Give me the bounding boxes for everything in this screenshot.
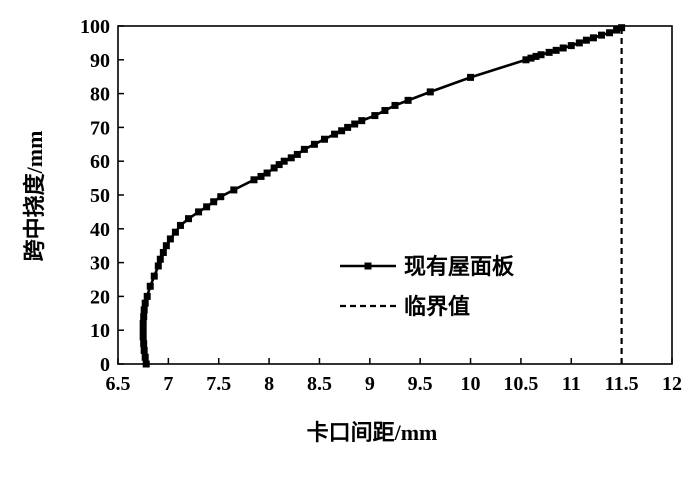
y-tick-label: 90 (90, 50, 110, 72)
x-tick-label: 8.5 (307, 373, 332, 395)
data-point-marker (150, 272, 158, 280)
y-tick-label: 40 (90, 219, 110, 241)
x-tick-label: 11 (562, 373, 581, 395)
data-point-marker (331, 130, 339, 138)
data-point-marker (293, 150, 301, 158)
data-point-marker (589, 34, 597, 42)
data-point-marker (257, 172, 265, 180)
legend-label: 现有屋面板 (404, 254, 515, 279)
data-point-marker (195, 208, 203, 216)
data-point-marker (203, 203, 211, 211)
data-point-marker (210, 198, 218, 206)
x-tick-label: 6.5 (106, 373, 131, 395)
y-tick-label: 100 (80, 16, 110, 38)
data-point-marker (139, 319, 147, 327)
roof-panel-line (141, 26, 623, 365)
data-point-marker (606, 29, 614, 37)
y-tick-label: 0 (100, 354, 110, 376)
data-point-marker (230, 186, 238, 194)
data-point-marker (159, 248, 167, 256)
data-point-marker (381, 107, 389, 114)
x-tick-label: 7.5 (206, 373, 231, 395)
data-point-marker (140, 340, 148, 348)
data-point-marker (300, 145, 308, 153)
data-point-marker (166, 235, 174, 243)
x-tick-label: 8 (264, 373, 274, 395)
data-point-marker (171, 228, 179, 236)
data-point-marker (618, 24, 626, 32)
data-point-marker (552, 46, 560, 54)
data-point-marker (280, 157, 288, 165)
y-tick-label: 30 (90, 253, 110, 275)
data-point-marker (320, 135, 328, 143)
data-point-marker (344, 123, 352, 131)
y-tick-label: 50 (90, 185, 110, 207)
legend-label: 临界值 (404, 294, 470, 319)
data-point-marker (567, 42, 575, 50)
data-point-marker (351, 120, 359, 128)
data-point-marker (275, 161, 283, 169)
x-tick-label: 11.5 (605, 373, 639, 395)
data-point-marker (371, 112, 379, 120)
x-tick-label: 12 (662, 373, 682, 395)
data-point-marker (162, 242, 170, 250)
data-point-marker (217, 193, 225, 201)
data-point-marker (156, 255, 164, 263)
data-point-marker (143, 292, 151, 300)
data-point-marker (545, 48, 553, 56)
data-point-marker (391, 101, 399, 109)
data-point-marker (185, 215, 193, 223)
data-point-marker (527, 54, 535, 62)
y-tick-label: 10 (90, 320, 110, 342)
x-axis-title: 卡口间距/mm (307, 420, 438, 445)
y-tick-label: 20 (90, 286, 110, 308)
data-point-marker (140, 346, 148, 354)
x-tick-label: 10.5 (503, 373, 538, 395)
data-point-marker (146, 282, 154, 290)
data-point-marker (141, 299, 149, 307)
axes (117, 25, 673, 365)
data-point-marker (139, 333, 147, 341)
data-point-marker (263, 169, 271, 177)
data-point-marker (559, 44, 567, 52)
y-tick-label: 60 (90, 151, 110, 173)
x-tick-label: 10 (461, 373, 481, 395)
data-point-marker (310, 140, 318, 148)
data-point-marker (287, 154, 295, 162)
data-point-marker (140, 313, 148, 321)
data-point-marker (537, 51, 545, 59)
data-point-marker (404, 96, 412, 104)
data-point-marker (176, 221, 184, 229)
data-point-marker (582, 36, 590, 44)
data-point-marker (597, 31, 605, 39)
data-point-marker (142, 360, 150, 368)
series-layer (139, 24, 626, 368)
x-tick-label: 7 (163, 373, 173, 395)
y-axis-title: 跨中挠度/mm (22, 131, 47, 262)
data-point-marker (141, 353, 149, 361)
data-point-marker (140, 306, 148, 314)
data-point-marker (467, 73, 475, 81)
x-tick-label: 9 (365, 373, 375, 395)
data-point-marker (154, 262, 162, 270)
data-point-marker (575, 39, 583, 47)
data-point-marker (426, 88, 434, 96)
data-point-marker (358, 117, 366, 125)
data-point-marker (139, 326, 147, 334)
data-point-marker (532, 52, 540, 60)
tick-marks: 6.5 7 7.5 8 8.5 9 9.5 10 10.5 11 11.5 12 0 10 20 30 40 50… (80, 16, 682, 395)
data-point-marker (613, 26, 621, 34)
data-point-marker (522, 56, 530, 64)
data-point-marker (338, 127, 346, 135)
plot-frame (117, 25, 673, 365)
data-point-marker (270, 164, 278, 172)
y-tick-label: 80 (90, 84, 110, 106)
legend-marker (364, 262, 372, 270)
data-point-marker (250, 176, 258, 184)
x-tick-label: 9.5 (408, 373, 433, 395)
y-tick-label: 70 (90, 117, 110, 139)
